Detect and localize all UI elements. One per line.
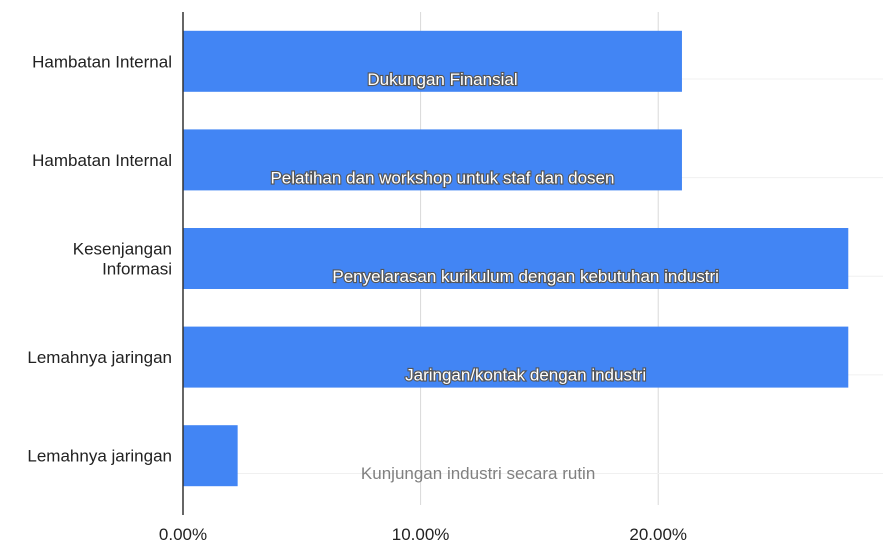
category-label: Lemahnya jaringan bbox=[27, 447, 172, 466]
category-label: Hambatan Internal bbox=[32, 52, 172, 71]
bar-data-label: Pelatihan dan workshop untuk staf dan do… bbox=[270, 168, 614, 187]
category-labels: Hambatan Internal Hambatan Internal Kesenj… bbox=[27, 52, 172, 465]
x-tick-label: 20.00% bbox=[629, 525, 687, 544]
bar-data-label: Kunjungan industri secara rutin bbox=[361, 464, 595, 483]
bar bbox=[183, 228, 849, 289]
x-tick-label: 10.00% bbox=[392, 525, 450, 544]
category-label: Hambatan Internal bbox=[32, 151, 172, 170]
bars-group: Dukungan Finansial Pelatihan dan workshop… bbox=[183, 30, 849, 487]
bar bbox=[183, 425, 238, 487]
category-label: Kesenjangan Informasi bbox=[73, 240, 172, 279]
bar-data-label: Dukungan Finansial bbox=[367, 70, 517, 89]
bar-data-label: Jaringan/kontak dengan industri bbox=[405, 366, 646, 385]
category-label: Lemahnya jaringan bbox=[27, 348, 172, 367]
bar-data-label: Penyelarasan kurikulum dengan kebutuhan … bbox=[332, 267, 719, 286]
bar bbox=[183, 326, 849, 388]
bar bbox=[183, 30, 682, 92]
x-tick-labels: 0.00% 10.00% 20.00% bbox=[159, 525, 687, 544]
x-tick-label: 0.00% bbox=[159, 525, 207, 544]
bar bbox=[183, 129, 682, 191]
